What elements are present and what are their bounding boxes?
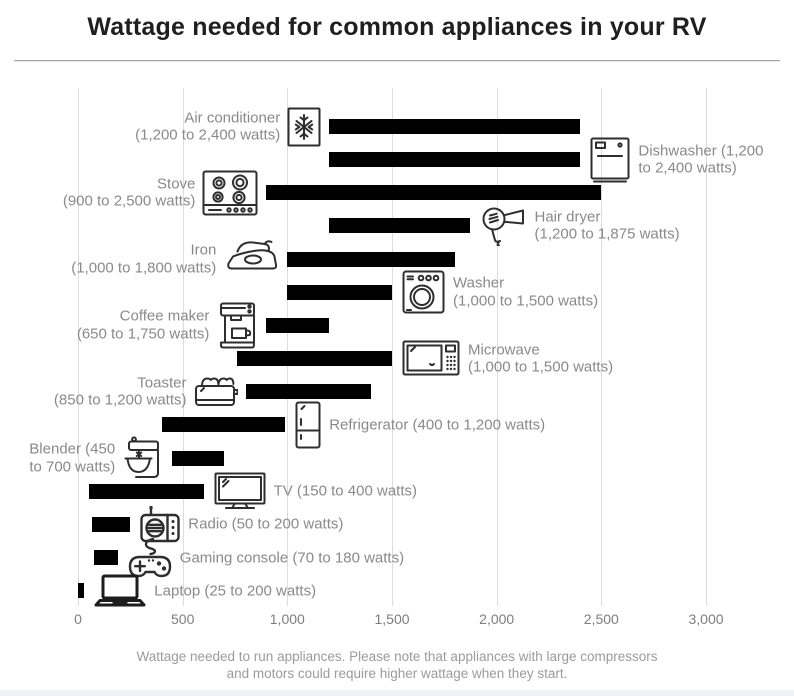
wattage-bar-blender bbox=[172, 450, 225, 466]
refrigerator-icon bbox=[295, 401, 321, 449]
appliance-label-line: Dishwasher (1,200 bbox=[638, 142, 764, 160]
gridline bbox=[78, 88, 79, 606]
appliance-label-line: Radio (50 to 200 watts) bbox=[188, 515, 344, 533]
appliance-label-dishwasher: Dishwasher (1,200 to 2,400 watts) bbox=[638, 142, 763, 177]
wattage-bar-gaming-console bbox=[93, 550, 118, 565]
microwave-icon bbox=[402, 340, 460, 378]
radio-icon bbox=[140, 505, 180, 543]
laptop-icon bbox=[94, 574, 146, 608]
appliance-label-hair-dryer: Hair dryer (1,200 to 1,875 watts) bbox=[535, 208, 680, 243]
wattage-bar-air-conditioner bbox=[329, 119, 581, 134]
appliance-label-line: Hair dryer bbox=[534, 208, 601, 226]
tv-icon bbox=[214, 472, 266, 510]
appliance-label-blender: Blender (450 to 700 watts) bbox=[29, 441, 115, 476]
wattage-bar-toaster bbox=[245, 384, 372, 400]
appliance-label-line: (850 to 1,200 watts) bbox=[53, 391, 187, 409]
gridline bbox=[706, 88, 707, 606]
washer-icon bbox=[402, 270, 445, 314]
hair-dryer-icon bbox=[481, 206, 527, 246]
appliance-label-line: Microwave bbox=[468, 341, 540, 358]
appliance-label-line: to 700 watts) bbox=[29, 458, 116, 475]
gridline bbox=[601, 88, 603, 606]
appliance-label-line: (1,000 to 1,500 watts) bbox=[468, 358, 614, 376]
title-divider bbox=[14, 60, 780, 61]
axis-tick-label: 3,000 bbox=[688, 611, 724, 627]
appliance-label-air-conditioner: Air conditioner (1,200 to 2,400 watts) bbox=[135, 109, 280, 144]
gamepad-icon bbox=[128, 537, 172, 578]
wattage-bar-laptop bbox=[78, 583, 85, 599]
iron-icon bbox=[223, 238, 279, 280]
appliance-label-line: Gaming console (70 to 180 watts) bbox=[179, 548, 405, 566]
dishwasher-icon bbox=[590, 137, 630, 183]
appliance-label-line: Blender (450 bbox=[29, 440, 116, 458]
appliance-label-radio: Radio (50 to 200 watts) bbox=[188, 516, 343, 534]
wattage-bar-hair-dryer bbox=[329, 218, 471, 234]
bottom-border-strip bbox=[0, 690, 794, 696]
stove-icon bbox=[202, 170, 258, 216]
toaster-icon bbox=[194, 374, 238, 410]
appliance-label-line: Washer bbox=[453, 274, 505, 292]
wattage-bar-microwave bbox=[237, 351, 392, 366]
appliance-label-line: (1,200 to 1,875 watts) bbox=[534, 225, 680, 243]
wattage-bar-dishwasher bbox=[329, 152, 581, 168]
axis-tick-label: 2,500 bbox=[583, 611, 619, 627]
wattage-bar-washer bbox=[287, 284, 392, 300]
appliance-label-line: Toaster bbox=[137, 374, 187, 392]
gridline bbox=[496, 88, 498, 606]
wattage-bar-coffee-maker bbox=[266, 317, 330, 333]
appliance-label-line: Iron bbox=[190, 241, 217, 259]
footnote-line: Wattage needed to run appliances. Please… bbox=[136, 649, 658, 664]
appliance-label-toaster: Toaster (850 to 1,200 watts) bbox=[54, 374, 187, 409]
chart-title: Wattage needed for common appliances in … bbox=[87, 13, 707, 41]
wattage-bar-radio bbox=[91, 516, 131, 532]
stand-mixer-icon bbox=[122, 436, 164, 480]
appliance-label-stove: Stove (900 to 2,500 watts) bbox=[63, 175, 196, 210]
appliance-label-tv: TV (150 to 400 watts) bbox=[274, 482, 417, 500]
appliance-label-line: Refrigerator (400 to 1,200 watts) bbox=[329, 416, 546, 434]
appliance-label-refrigerator: Refrigerator (400 to 1,200 watts) bbox=[329, 416, 545, 434]
appliance-label-line: (1,000 to 1,800 watts) bbox=[71, 259, 217, 277]
appliance-label-coffee-maker: Coffee maker (650 to 1,750 watts) bbox=[77, 308, 210, 343]
footnote-line: and motors could require higher wattage … bbox=[226, 666, 568, 681]
gridline bbox=[392, 88, 393, 606]
appliance-label-line: (1,200 to 2,400 watts) bbox=[135, 126, 281, 144]
axis-tick-label: 500 bbox=[171, 611, 195, 627]
axis-tick-label: 2,000 bbox=[479, 611, 515, 627]
appliance-label-line: Stove bbox=[157, 175, 196, 193]
axis-tick-label: 1,500 bbox=[374, 611, 410, 627]
wattage-bar-iron bbox=[287, 251, 455, 267]
wattage-bar-stove bbox=[266, 185, 602, 201]
axis-tick-label: 0 bbox=[74, 611, 82, 627]
appliance-label-gaming-console: Gaming console (70 to 180 watts) bbox=[180, 549, 404, 567]
axis-tick-label: 1,000 bbox=[269, 611, 305, 627]
appliance-label-line: (1,000 to 1,500 watts) bbox=[453, 292, 599, 310]
wattage-bar-refrigerator bbox=[161, 417, 286, 433]
footnote: Wattage needed to run appliances. Please… bbox=[0, 648, 794, 682]
appliance-label-microwave: Microwave (1,000 to 1,500 watts) bbox=[468, 341, 613, 376]
appliance-label-line: Laptop (25 to 200 watts) bbox=[154, 581, 317, 599]
gridline bbox=[287, 88, 289, 606]
snowflake-icon bbox=[287, 107, 321, 147]
appliance-label-line: Air conditioner bbox=[184, 109, 281, 126]
gridline bbox=[182, 88, 184, 606]
appliance-label-laptop: Laptop (25 to 200 watts) bbox=[154, 582, 316, 600]
appliance-label-line: Coffee maker bbox=[119, 307, 210, 325]
appliance-label-line: TV (150 to 400 watts) bbox=[273, 482, 417, 500]
appliance-label-iron: Iron (1,000 to 1,800 watts) bbox=[71, 242, 216, 277]
appliance-label-washer: Washer (1,000 to 1,500 watts) bbox=[453, 275, 598, 310]
wattage-bar-tv bbox=[88, 483, 204, 499]
appliance-label-line: (900 to 2,500 watts) bbox=[62, 192, 196, 210]
appliance-label-line: (650 to 1,750 watts) bbox=[76, 325, 210, 343]
appliance-label-line: to 2,400 watts) bbox=[638, 159, 737, 177]
coffee-maker-icon bbox=[216, 302, 258, 349]
